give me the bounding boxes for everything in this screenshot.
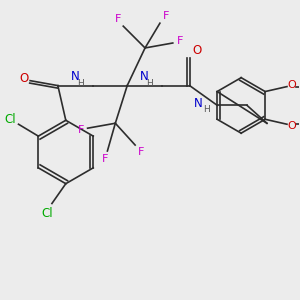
Text: F: F	[77, 125, 84, 135]
Text: H: H	[77, 79, 83, 88]
Text: F: F	[163, 11, 169, 21]
Text: H: H	[203, 105, 210, 114]
Text: N: N	[71, 70, 80, 83]
Text: O: O	[287, 80, 296, 90]
Text: O: O	[287, 121, 296, 131]
Text: N: N	[194, 97, 203, 110]
Text: F: F	[102, 154, 109, 164]
Text: N: N	[140, 70, 149, 83]
Text: F: F	[138, 147, 144, 157]
Text: O: O	[20, 72, 29, 85]
Text: Cl: Cl	[41, 207, 53, 220]
Text: F: F	[176, 36, 183, 46]
Text: H: H	[146, 79, 153, 88]
Text: F: F	[115, 14, 122, 24]
Text: O: O	[192, 44, 201, 57]
Text: Cl: Cl	[5, 113, 16, 126]
